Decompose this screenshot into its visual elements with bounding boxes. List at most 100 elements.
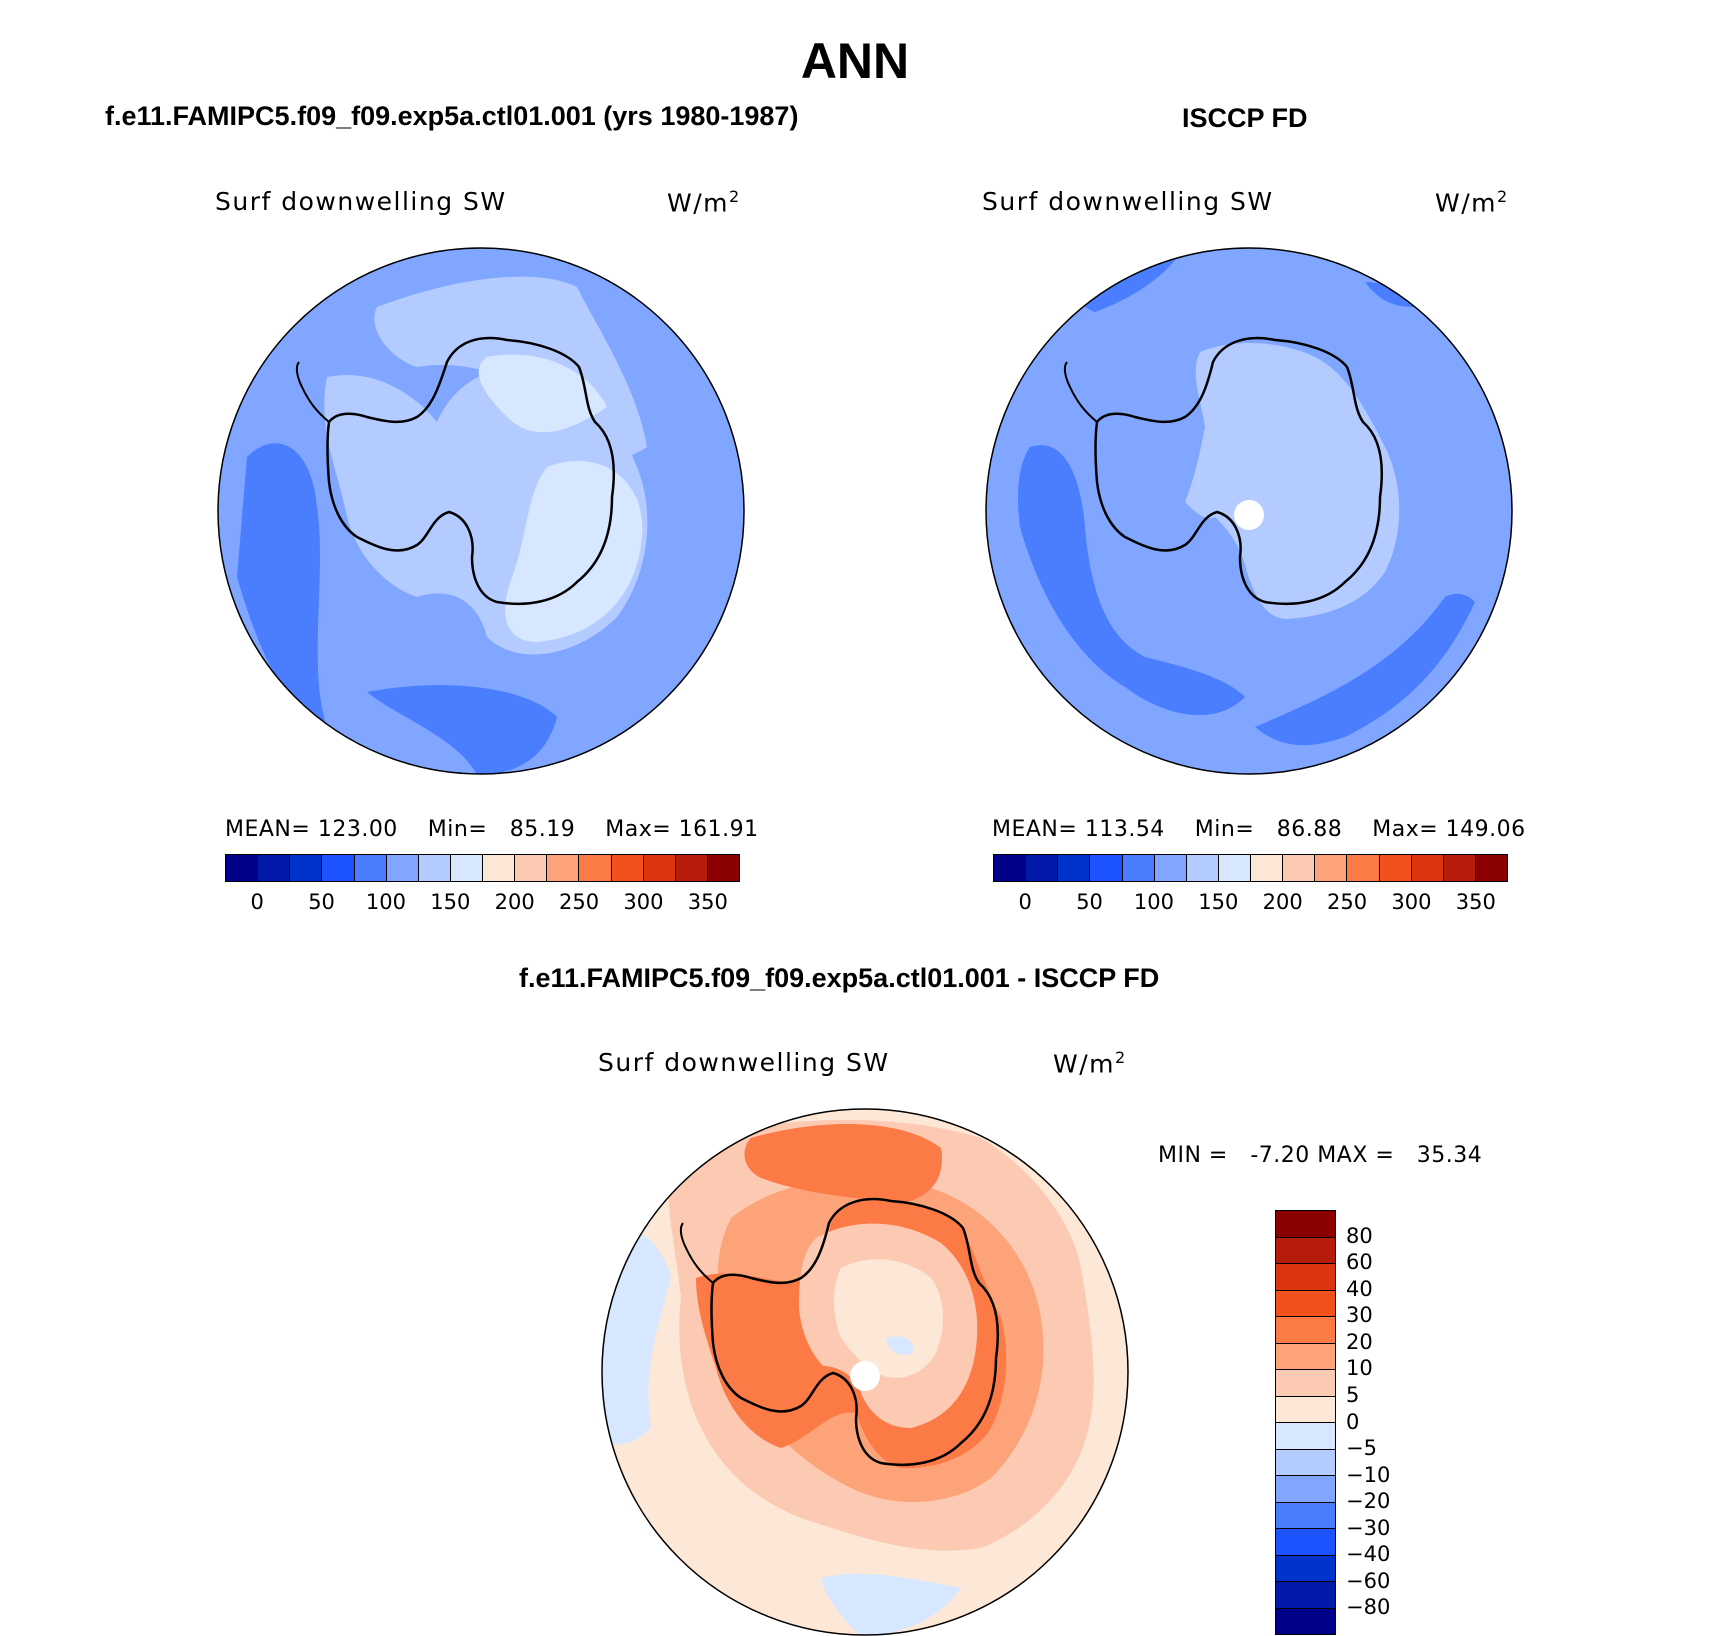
colorbar-swatch bbox=[418, 855, 451, 881]
colorbar-tick-label: 350 bbox=[1455, 890, 1496, 914]
model-units-label: W/m2 bbox=[667, 187, 741, 218]
colorbar-tick-label: 30 bbox=[1346, 1303, 1373, 1328]
diff-peninsula-coastline bbox=[679, 1222, 714, 1284]
colorbar-swatch bbox=[1347, 855, 1380, 881]
colorbar-tick-label: 250 bbox=[559, 890, 600, 914]
colorbar-swatch bbox=[1276, 1423, 1335, 1450]
colorbar-swatch bbox=[354, 855, 387, 881]
colorbar-swatch bbox=[1251, 855, 1284, 881]
model-variable-label: Surf downwelling SW bbox=[215, 187, 507, 216]
colorbar-swatch bbox=[386, 855, 419, 881]
colorbar-tick-label: −10 bbox=[1346, 1462, 1391, 1487]
colorbar-swatch bbox=[450, 855, 483, 881]
colorbar-swatch bbox=[1411, 855, 1444, 881]
colorbar-swatch bbox=[258, 855, 291, 881]
colorbar-swatch bbox=[515, 855, 548, 881]
colorbar-tick-label: 50 bbox=[1076, 890, 1103, 914]
colorbar-swatch bbox=[1283, 855, 1316, 881]
diff-antarctica-coastline bbox=[710, 1197, 1000, 1467]
colorbar-tick-label: 50 bbox=[308, 890, 335, 914]
colorbar-swatch bbox=[1276, 1370, 1335, 1397]
diff-field-interior-neg bbox=[886, 1336, 914, 1355]
colorbar-tick-label: −60 bbox=[1346, 1568, 1391, 1593]
colorbar-swatch bbox=[1276, 1396, 1335, 1423]
diff-polar-map bbox=[601, 1108, 1129, 1636]
colorbar-swatch bbox=[483, 855, 516, 881]
colorbar-tick-label: 350 bbox=[687, 890, 728, 914]
colorbar-swatch bbox=[1276, 1555, 1335, 1582]
obs-field-low-ne bbox=[1365, 282, 1415, 307]
obs-units-label: W/m2 bbox=[1435, 187, 1509, 218]
model-field-high-east bbox=[505, 460, 643, 642]
diff-units-label: W/m2 bbox=[1053, 1048, 1127, 1079]
colorbar-swatch bbox=[1276, 1529, 1335, 1556]
colorbar-tick-label: 200 bbox=[494, 890, 535, 914]
colorbar-swatch bbox=[675, 855, 708, 881]
colorbar-swatch bbox=[1090, 855, 1123, 881]
colorbar-swatch bbox=[1475, 855, 1507, 881]
colorbar-swatch bbox=[1276, 1211, 1335, 1238]
colorbar-tick-label: 0 bbox=[1018, 890, 1032, 914]
diff-colorbar bbox=[1275, 1210, 1336, 1635]
colorbar-swatch bbox=[611, 855, 644, 881]
colorbar-swatch bbox=[1276, 1264, 1335, 1291]
diff-field-interior-low bbox=[834, 1259, 943, 1378]
colorbar-swatch bbox=[643, 855, 676, 881]
obs-field-low-se bbox=[1255, 593, 1475, 746]
colorbar-swatch bbox=[1122, 855, 1155, 881]
obs-antarctica-coastline bbox=[1094, 336, 1384, 606]
colorbar-swatch bbox=[1276, 1317, 1335, 1344]
colorbar-swatch bbox=[1058, 855, 1091, 881]
colorbar-swatch bbox=[1276, 1290, 1335, 1317]
colorbar-tick-label: 100 bbox=[365, 890, 406, 914]
colorbar-swatch bbox=[579, 855, 612, 881]
colorbar-tick-label: 40 bbox=[1346, 1276, 1373, 1301]
colorbar-swatch bbox=[1443, 855, 1476, 881]
colorbar-tick-label: 0 bbox=[1346, 1409, 1360, 1434]
model-field-high-plateau bbox=[478, 354, 607, 433]
colorbar-tick-label: −80 bbox=[1346, 1595, 1391, 1620]
colorbar-tick-label: 200 bbox=[1262, 890, 1303, 914]
model-colorbar bbox=[225, 854, 740, 882]
colorbar-tick-label: −40 bbox=[1346, 1542, 1391, 1567]
colorbar-swatch bbox=[1276, 1502, 1335, 1529]
obs-variable-label: Surf downwelling SW bbox=[982, 187, 1274, 216]
colorbar-swatch bbox=[1218, 855, 1251, 881]
colorbar-swatch bbox=[1379, 855, 1412, 881]
colorbar-swatch bbox=[1154, 855, 1187, 881]
diff-panel-heading: f.e11.FAMIPC5.f09_f09.exp5a.ctl01.001 - … bbox=[519, 963, 1160, 993]
colorbar-tick-label: 300 bbox=[1391, 890, 1432, 914]
diff-missing-data-pole bbox=[850, 1361, 880, 1391]
colorbar-tick-label: 60 bbox=[1346, 1250, 1373, 1275]
figure-title: ANN bbox=[800, 33, 910, 89]
obs-peninsula-coastline bbox=[1063, 361, 1098, 423]
obs-field-low-west bbox=[1018, 445, 1245, 716]
model-panel-heading: f.e11.FAMIPC5.f09_f09.exp5a.ctl01.001 (y… bbox=[105, 101, 799, 131]
model-stats: MEAN= 123.00 Min= 85.19 Max= 161.91 bbox=[225, 817, 759, 842]
colorbar-swatch bbox=[1276, 1582, 1335, 1609]
colorbar-tick-label: −20 bbox=[1346, 1489, 1391, 1514]
diff-stats: MIN = -7.20 MAX = 35.34 bbox=[1158, 1143, 1483, 1168]
colorbar-tick-label: 80 bbox=[1346, 1223, 1373, 1248]
model-field-low-south bbox=[367, 685, 557, 774]
colorbar-tick-label: 250 bbox=[1327, 890, 1368, 914]
colorbar-swatch bbox=[1026, 855, 1059, 881]
colorbar-swatch bbox=[1276, 1449, 1335, 1476]
colorbar-swatch bbox=[290, 855, 323, 881]
obs-colorbar bbox=[993, 854, 1508, 882]
obs-stats: MEAN= 113.54 Min= 86.88 Max= 149.06 bbox=[992, 817, 1526, 842]
colorbar-tick-label: 5 bbox=[1346, 1382, 1360, 1407]
colorbar-tick-label: 100 bbox=[1133, 890, 1174, 914]
colorbar-tick-label: −30 bbox=[1346, 1515, 1391, 1540]
colorbar-swatch bbox=[547, 855, 580, 881]
diff-field-pos-north bbox=[744, 1124, 942, 1203]
model-field-low-west bbox=[237, 443, 327, 727]
colorbar-swatch bbox=[1186, 855, 1219, 881]
colorbar-swatch bbox=[1276, 1343, 1335, 1370]
obs-field-mid-continent bbox=[1185, 342, 1400, 619]
colorbar-swatch bbox=[1315, 855, 1348, 881]
colorbar-swatch bbox=[1276, 1608, 1335, 1634]
diff-field-neg-south bbox=[821, 1573, 961, 1635]
obs-missing-data-pole bbox=[1234, 500, 1264, 530]
model-polar-map bbox=[217, 247, 745, 775]
